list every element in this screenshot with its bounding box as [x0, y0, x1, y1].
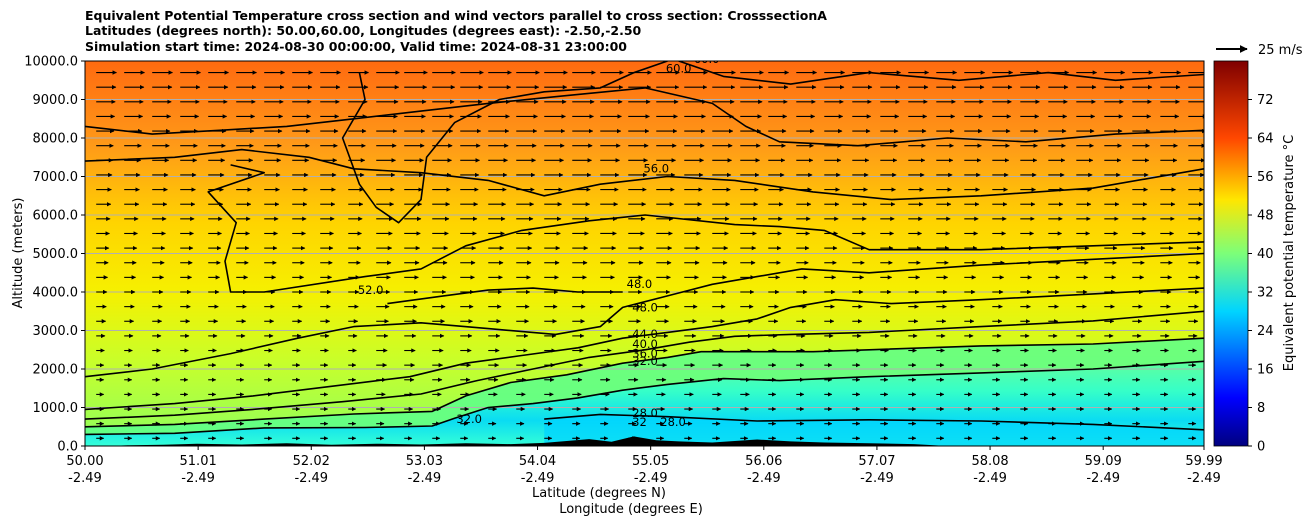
x-tick-lat-9: 59.09 — [1085, 454, 1122, 469]
x-tick-lat-1: 51.01 — [180, 454, 217, 469]
contour-60-11 — [678, 61, 1204, 85]
colorbar-tick-label-9: 72 — [1257, 93, 1274, 108]
x-tick-lon-6: -2.49 — [747, 471, 781, 486]
contour-36-2 — [85, 337, 1204, 428]
y-tick-label-0: 0.0 — [57, 440, 78, 455]
x-tick-lon-1: -2.49 — [181, 471, 215, 486]
y-axis-label: Altitude (meters) — [11, 198, 26, 309]
x-tick-lat-2: 52.02 — [293, 454, 330, 469]
contour-28-0 — [544, 413, 1204, 431]
y-tick-label-6: 6000.0 — [33, 209, 79, 224]
x-tick-lon-0: -2.49 — [68, 471, 102, 486]
contour-label-1: 60.0 — [694, 52, 720, 66]
colorbar-tick-label-1: 8 — [1257, 401, 1265, 416]
colorbar-tick-label-6: 48 — [1257, 209, 1274, 224]
contour-label-8: 36.0 — [632, 346, 658, 360]
contour-label-0: 60.0 — [666, 62, 692, 76]
wind-vectors — [96, 70, 1204, 441]
contour-label-7: 40.0 — [632, 337, 658, 351]
colorbar: 0 8 16 24 32 40 48 56 64 72 Equivalent potential … — [1213, 60, 1297, 455]
plot-area: 60.060.056.052.0 48.048.044.040.036.032.0… — [85, 52, 1204, 446]
contour-32-1 — [85, 360, 1204, 436]
y-tick-label-8: 8000.0 — [33, 132, 79, 147]
contour-label-3: 52.0 — [358, 283, 384, 297]
contour-label-2: 56.0 — [643, 162, 669, 176]
x-tick-lon-5: -2.49 — [634, 471, 668, 486]
y-tick-label-4: 4000.0 — [33, 286, 79, 301]
quiver-key: 25 m/s — [1216, 43, 1303, 58]
y-tick-label-7: 7000.0 — [33, 170, 79, 185]
x-axis-label-2: Longitude (degrees E) — [559, 502, 703, 517]
x-tick-lon-7: -2.49 — [860, 471, 894, 486]
x-tick-lat-7: 57.07 — [858, 454, 895, 469]
colorbar-label: Equivalent potential temperature °C — [1282, 135, 1297, 371]
contour-label-13: 28.0 — [660, 415, 686, 429]
x-axis-label: Latitude (degrees N) — [532, 486, 666, 501]
chart-title-line-1: Equivalent Potential Temperature cross s… — [85, 8, 827, 23]
colorbar-tick-label-0: 0 — [1257, 440, 1265, 455]
colorbar-tick-label-3: 24 — [1257, 324, 1274, 339]
contour-labels: 60.060.056.052.0 48.048.044.040.036.032.0… — [358, 52, 720, 429]
x-tick-lat-6: 56.06 — [745, 454, 782, 469]
contour-label-4: 48.0 — [627, 277, 653, 291]
contour-label-12: 32 — [632, 415, 647, 429]
colorbar-tick-label-7: 56 — [1257, 170, 1274, 185]
x-tick-lat-8: 58.08 — [971, 454, 1008, 469]
x-tick-lon-10: -2.49 — [1187, 471, 1221, 486]
y-tick-label-9: 9000.0 — [33, 93, 79, 108]
contour-56-8 — [85, 148, 1204, 201]
field-layer-coldest — [544, 414, 1204, 446]
chart-title-line-3: Simulation start time: 2024-08-30 00:00:… — [85, 39, 627, 54]
contour-label-10: 32.0 — [456, 412, 482, 426]
x-tick-lat-5: 55.05 — [632, 454, 669, 469]
y-tick-label-10: 10000.0 — [24, 55, 78, 70]
contour-label-11: 28.0 — [632, 406, 658, 420]
y-tick-label-5: 5000.0 — [33, 247, 79, 262]
contour-44-4 — [85, 287, 1204, 411]
x-tick-lat-3: 53.03 — [406, 454, 443, 469]
terrain — [107, 436, 948, 446]
chart-title-line-2: Latitudes (degrees north): 50.00,60.00, … — [85, 23, 642, 38]
x-tick-lat-0: 50.00 — [66, 454, 103, 469]
contour-label-5: 48.0 — [632, 300, 658, 314]
quiver-key-label: 25 m/s — [1258, 43, 1303, 58]
contour-label-9: 32.0 — [632, 354, 658, 368]
x-tick-lon-9: -2.49 — [1086, 471, 1120, 486]
y-tick-label-3: 3000.0 — [33, 324, 79, 339]
x-tick-lon-8: -2.49 — [973, 471, 1007, 486]
x-axis-ticks: 50.00 -2.49 51.01 -2.49 52.02 -2.49 53.03 -2.49… — [66, 446, 1223, 486]
colorbar-ticks: 0 8 16 24 32 40 48 56 64 72 — [1248, 93, 1274, 455]
x-tick-lon-3: -2.49 — [408, 471, 442, 486]
colorbar-gradient — [1213, 60, 1249, 447]
x-tick-lat-4: 54.04 — [519, 454, 556, 469]
x-tick-lon-2: -2.49 — [294, 471, 328, 486]
terrain-silhouette — [107, 436, 948, 446]
y-axis-ticks: 0.0 1000.0 2000.0 3000.0 4000.0 5000.0 6000.0 7… — [24, 55, 85, 455]
y-tick-label-2: 2000.0 — [33, 363, 79, 378]
contour-40-3 — [85, 310, 1204, 420]
colorbar-tick-label-2: 16 — [1257, 363, 1274, 378]
field-layers — [85, 338, 1204, 446]
x-tick-lat-10: 59.99 — [1185, 454, 1222, 469]
y-tick-label-1: 1000.0 — [33, 401, 79, 416]
colorbar-tick-label-5: 40 — [1257, 247, 1274, 262]
contour-label-6: 44.0 — [632, 327, 658, 341]
contour-60-10 — [85, 87, 1204, 147]
colorbar-tick-label-4: 32 — [1257, 286, 1274, 301]
x-tick-lon-4: -2.49 — [521, 471, 555, 486]
contour-48-5 — [85, 252, 1204, 378]
colorbar-tick-label-8: 64 — [1257, 132, 1274, 147]
